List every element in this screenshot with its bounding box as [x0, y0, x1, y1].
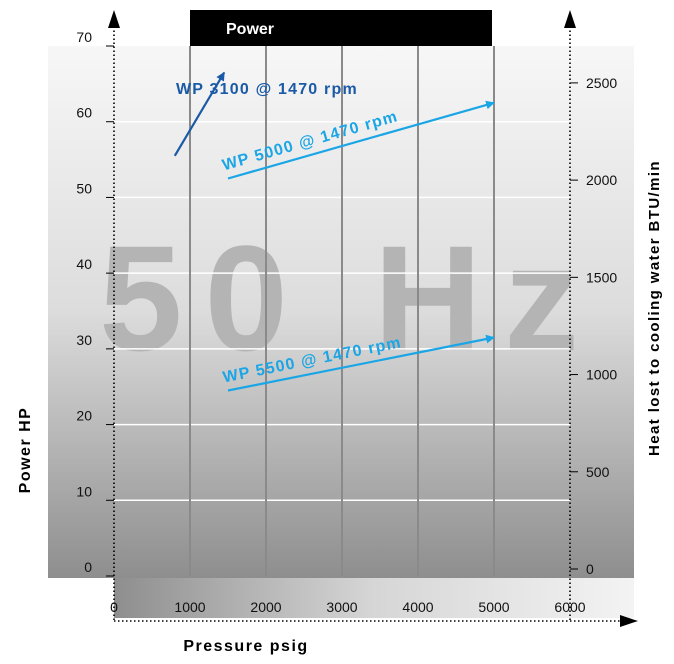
- x-axis-title: Pressure psig: [183, 638, 308, 655]
- chart-title: Power: [226, 21, 274, 38]
- tick-labels: 0 10 20 30 40 50 60 70 0 500 1000 1500 2000 2500 0 1000…: [76, 29, 617, 615]
- watermark-text: 50 Hz: [99, 214, 601, 382]
- y-tick-label: 60: [76, 105, 92, 121]
- x-tick-label: 1000: [174, 599, 205, 615]
- x-tick-label: 2000: [250, 599, 281, 615]
- x-tick-label: 3000: [326, 599, 357, 615]
- y-tick-label: 40: [76, 256, 92, 272]
- series-line-2: [227, 100, 495, 180]
- x-tick-label: 6000: [554, 599, 585, 615]
- x-tick-label: 5000: [478, 599, 509, 615]
- series-line-3: [227, 334, 495, 392]
- y2-tick-label: 0: [586, 561, 594, 577]
- y-axis-title: Power HP: [17, 407, 34, 494]
- y2-tick-label: 500: [586, 464, 610, 480]
- x-tick-label: 4000: [402, 599, 433, 615]
- y-tick-label: 50: [76, 180, 92, 196]
- y2-tick-label: 2000: [586, 172, 617, 188]
- series-line-1: [173, 71, 226, 157]
- y-tick-label: 10: [76, 483, 92, 499]
- y-axis-arrowhead: [108, 10, 120, 28]
- y-tick-label: 20: [76, 408, 92, 424]
- x-axis-band: [114, 578, 634, 618]
- y-tick-label: 0: [84, 559, 92, 575]
- y-tick-label: 30: [76, 332, 92, 348]
- axes: [108, 10, 638, 627]
- y2-axis-title: Heat lost to cooling water BTU/min: [646, 160, 663, 456]
- x-axis-arrowhead: [620, 615, 638, 627]
- grid: [114, 46, 570, 576]
- y2-tick-label: 1500: [586, 269, 617, 285]
- title-tab: [190, 10, 492, 46]
- y2-tick-label: 2500: [586, 75, 617, 91]
- y2-axis-arrowhead: [564, 10, 576, 28]
- y2-tick-label: 1000: [586, 367, 617, 383]
- x-tick-label: 0: [110, 599, 118, 615]
- series-label-1: WP 3100 @ 1470 rpm: [176, 81, 358, 98]
- y-tick-label: 70: [76, 29, 92, 45]
